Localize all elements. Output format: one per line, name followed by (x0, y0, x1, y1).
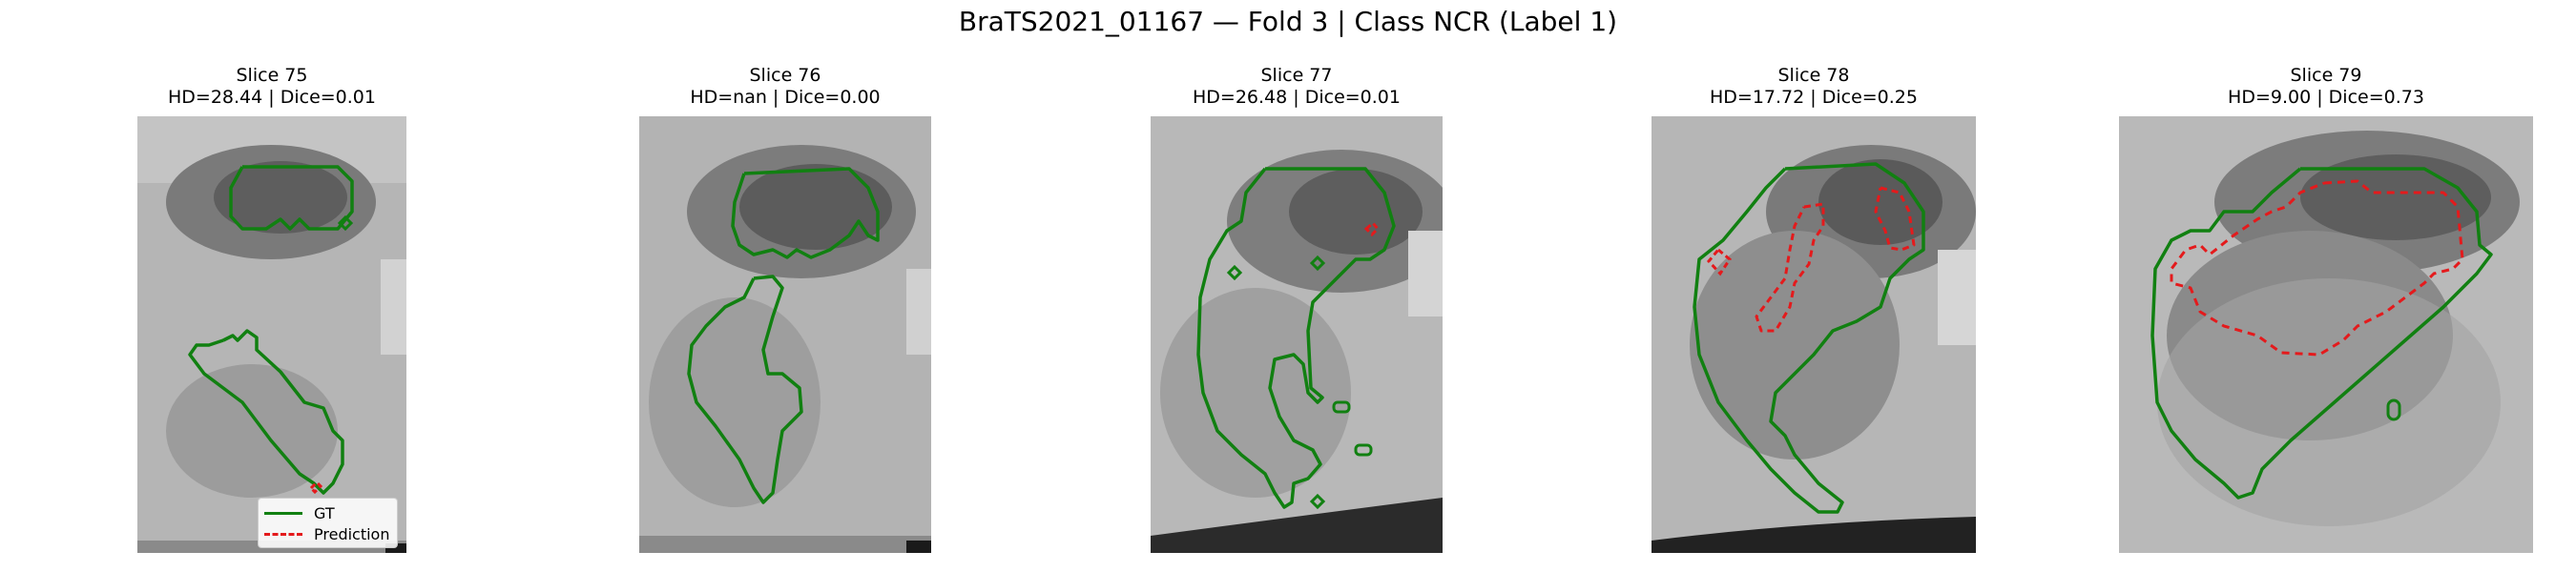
mri-slice-image (2119, 116, 2533, 553)
legend-prediction-label: Prediction (314, 524, 390, 543)
panel-slice-label: Slice 79 (2290, 65, 2362, 86)
mri-slice-image (1652, 116, 1976, 553)
slice-panel-79: Slice 79 HD=9.00 | Dice=0.73 (2119, 65, 2533, 553)
gt-contour (188, 329, 344, 495)
panel-metrics-label: HD=28.44 | Dice=0.01 (168, 87, 376, 108)
mri-slice-image (639, 116, 931, 553)
legend-item-prediction: Prediction (264, 523, 389, 544)
mri-slice-image (1151, 116, 1443, 553)
gt-contour (731, 167, 880, 259)
gt-contour (1309, 255, 1326, 272)
panel-metrics-label: HD=9.00 | Dice=0.73 (2228, 87, 2424, 108)
slice-panel-76: Slice 76 HD=nan | Dice=0.00 (639, 65, 931, 553)
prediction-contour (1707, 247, 1732, 276)
gt-contour (337, 214, 354, 232)
slice-panel-78: Slice 78 HD=17.72 | Dice=0.25 (1652, 65, 1976, 553)
panel-metrics-label: HD=nan | Dice=0.00 (690, 87, 881, 108)
figure-title: BraTS2021_01167 — Fold 3 | Class NCR (La… (958, 6, 1618, 37)
legend-item-gt: GT (264, 502, 389, 523)
panel-slice-label: Slice 77 (1260, 65, 1333, 86)
legend-gt-swatch (264, 511, 302, 515)
legend-prediction-swatch (264, 532, 302, 536)
gt-contour (1226, 264, 1243, 281)
gt-contour (2386, 398, 2401, 421)
slice-panel-77: Slice 77 HD=26.48 | Dice=0.01 (1151, 65, 1443, 553)
gt-contour (1196, 167, 1396, 509)
slice-panel-75: Slice 75 HD=28.44 | Dice=0.01 GT Predict… (137, 65, 406, 553)
gt-contour (2150, 167, 2493, 500)
panel-slice-label: Slice 78 (1777, 65, 1850, 86)
gt-contour (1332, 400, 1351, 414)
panel-slice-label: Slice 75 (236, 65, 308, 86)
prediction-contour (308, 480, 323, 495)
gt-contour (1354, 443, 1373, 457)
legend: GT Prediction (258, 498, 399, 548)
gt-contour (1309, 493, 1326, 510)
panel-slice-label: Slice 76 (749, 65, 821, 86)
panel-metrics-label: HD=17.72 | Dice=0.25 (1710, 87, 1918, 108)
legend-gt-label: GT (314, 503, 335, 522)
gt-contour (1693, 162, 1925, 514)
gt-contour (229, 165, 354, 231)
panel-metrics-label: HD=26.48 | Dice=0.01 (1193, 87, 1401, 108)
prediction-contour (1874, 186, 1916, 252)
mri-slice-image (137, 116, 406, 553)
prediction-contour (1755, 202, 1825, 333)
gt-contour (687, 275, 803, 504)
prediction-contour (2170, 179, 2464, 357)
